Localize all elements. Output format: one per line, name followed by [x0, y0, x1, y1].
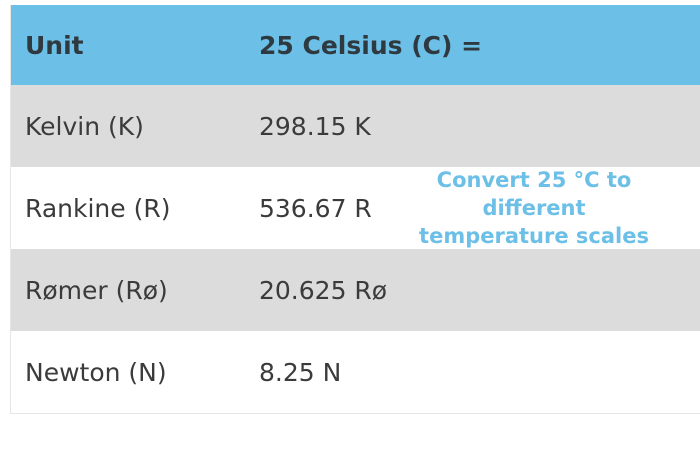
row-value: 8.25 N: [259, 357, 342, 387]
overlay-line: temperature scales: [419, 224, 649, 248]
row-unit: Rankine (R): [25, 193, 171, 223]
row-value: 298.15 K: [259, 111, 371, 141]
row-unit: Newton (N): [25, 357, 167, 387]
row-unit: Rømer (Rø): [25, 275, 168, 305]
conversion-table: Unit 25 Celsius (C) = Kelvin (K) 298.15 …: [10, 5, 700, 414]
overlay-line: different: [482, 196, 586, 220]
overlay-line: Convert 25 °C to: [436, 168, 632, 192]
header-value: 25 Celsius (C) =: [259, 30, 483, 60]
row-value: 536.67 R: [259, 193, 372, 223]
table-header-row: Unit 25 Celsius (C) =: [11, 5, 700, 85]
overlay-caption: Convert 25 °C to different temperature s…: [400, 166, 668, 250]
table-row: Kelvin (K) 298.15 K: [11, 85, 700, 167]
row-unit: Kelvin (K): [25, 111, 144, 141]
table-row: Rankine (R) 536.67 R: [11, 167, 700, 249]
table-row: Newton (N) 8.25 N: [11, 331, 700, 413]
table-row: Rømer (Rø) 20.625 Rø: [11, 249, 700, 331]
row-value: 20.625 Rø: [259, 275, 388, 305]
header-unit: Unit: [25, 30, 84, 60]
